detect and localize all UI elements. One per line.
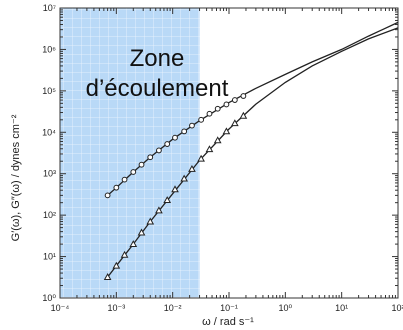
zone-grid: [60, 8, 200, 298]
data-point-triangle: [230, 119, 239, 127]
data-point-triangle: [197, 154, 205, 162]
data-point-triangle: [155, 206, 163, 214]
y-tick-label: 10³: [43, 169, 56, 179]
data-point-circle: [130, 169, 137, 175]
x-tick-label: 10⁻²: [164, 303, 182, 313]
data-point-triangle: [103, 273, 112, 280]
data-point-circle: [198, 116, 205, 123]
flow-zone-region: [60, 8, 200, 298]
zone-annotation-line-1: Zone: [129, 45, 185, 72]
data-point-circle: [214, 105, 221, 112]
data-point-triangle: [171, 185, 179, 193]
data-point-circle: [181, 128, 188, 135]
data-point-circle: [138, 161, 145, 168]
y-tick-label: 10¹: [43, 252, 56, 262]
data-point-triangle: [213, 136, 222, 144]
data-point-triangle: [137, 228, 146, 236]
x-axis-title: ω / rad s⁻¹: [202, 316, 254, 328]
data-point-triangle: [180, 174, 189, 182]
data-point-triangle: [129, 240, 138, 248]
data-point-circle: [121, 176, 128, 183]
data-point-triangle: [163, 196, 172, 204]
zone-annotation: Zone d’écoulement: [62, 44, 252, 104]
y-tick-label: 10⁶: [42, 44, 56, 54]
x-tick-label: 10⁻³: [107, 303, 125, 313]
series-triangle: [103, 27, 399, 280]
x-tick-label: 10¹: [335, 303, 348, 313]
data-point-circle: [147, 154, 154, 161]
data-point-circle: [164, 141, 171, 147]
data-point-triangle: [188, 164, 196, 172]
data-point-circle: [156, 147, 162, 154]
data-point-circle: [231, 97, 238, 103]
x-tick-label: 10⁻¹: [220, 303, 238, 313]
data-point-triangle: [146, 217, 155, 225]
data-point-circle: [104, 192, 111, 199]
data-point-triangle: [222, 127, 231, 135]
series-circle: [104, 21, 399, 199]
data-point-triangle: [112, 261, 121, 269]
data-point-circle: [189, 122, 195, 129]
data-point-triangle: [239, 111, 248, 119]
data-point-circle: [206, 110, 213, 117]
x-tick-label: 10⁻⁴: [51, 303, 70, 313]
data-series: [103, 21, 399, 280]
y-tick-label: 10⁷: [43, 3, 56, 13]
y-tick-label: 10⁵: [42, 86, 56, 96]
data-point-triangle: [120, 250, 129, 258]
data-point-circle: [172, 134, 178, 141]
y-tick-label: 10⁰: [42, 293, 56, 303]
zone-annotation-line-2: d’écoulement: [85, 75, 229, 102]
data-point-circle: [113, 184, 120, 191]
y-tick-label: 10⁴: [42, 127, 56, 137]
data-point-triangle: [205, 145, 214, 153]
data-point-circle: [223, 101, 230, 108]
x-tick-label: 10²: [391, 303, 403, 313]
y-axis-title: G′(ω), G″(ω) / dynes cm⁻²: [10, 114, 22, 241]
data-point-circle: [240, 93, 247, 99]
x-tick-label: 10⁰: [279, 303, 293, 313]
y-tick-label: 10²: [43, 210, 56, 220]
plot-axes: 10⁻⁴ 10⁻³ 10⁻² 10⁻¹ 10⁰ 10¹ 10² 10⁰ 10¹ 10² 10³ 10⁴…: [42, 3, 403, 313]
